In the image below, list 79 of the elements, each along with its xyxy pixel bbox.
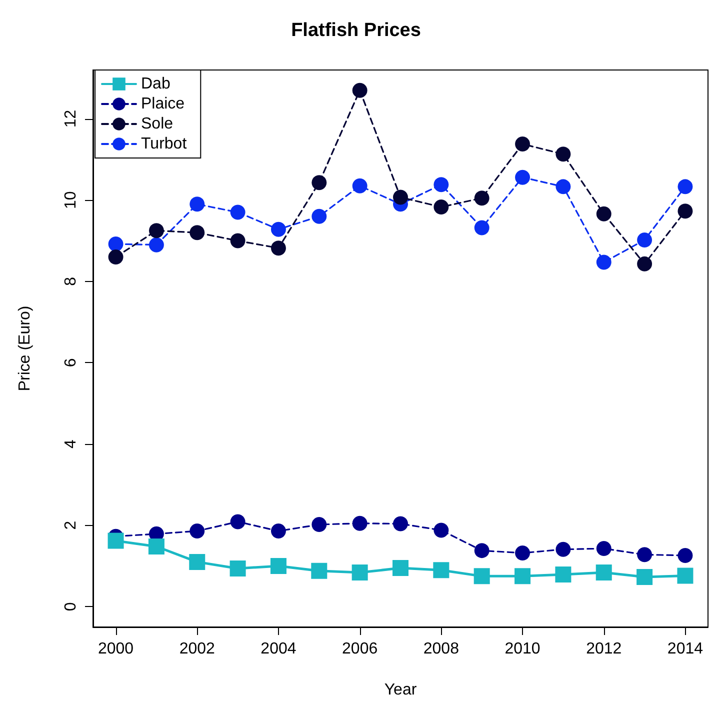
y-tick-label: 10 bbox=[62, 191, 80, 209]
point bbox=[352, 178, 368, 194]
x-tick-label: 2014 bbox=[667, 640, 704, 658]
point bbox=[230, 560, 246, 576]
x-tick-label: 2006 bbox=[342, 640, 378, 658]
point bbox=[474, 220, 490, 236]
point bbox=[108, 532, 124, 549]
point bbox=[148, 538, 164, 554]
y-tick-label: 2 bbox=[62, 520, 80, 530]
point bbox=[352, 516, 368, 531]
point bbox=[392, 560, 408, 576]
y-tick-label: 6 bbox=[62, 358, 80, 368]
point bbox=[555, 566, 572, 583]
point bbox=[270, 558, 286, 574]
legend-label: Plaice bbox=[141, 96, 185, 112]
point bbox=[636, 568, 653, 585]
y-tick-label: 4 bbox=[62, 439, 80, 448]
point bbox=[637, 232, 652, 248]
point bbox=[596, 254, 612, 270]
point bbox=[108, 236, 124, 252]
point bbox=[190, 225, 205, 240]
point bbox=[189, 554, 206, 570]
point bbox=[230, 233, 246, 248]
point bbox=[312, 175, 327, 190]
point bbox=[230, 204, 246, 220]
point bbox=[637, 256, 652, 272]
point bbox=[556, 542, 571, 557]
point bbox=[596, 564, 612, 581]
point bbox=[311, 562, 328, 579]
legend-label: Sole bbox=[141, 116, 174, 132]
chart-title: Flatfish Prices bbox=[291, 20, 421, 41]
point bbox=[270, 524, 286, 539]
point bbox=[515, 546, 530, 560]
point bbox=[637, 547, 652, 562]
point bbox=[556, 179, 571, 194]
point bbox=[190, 196, 205, 212]
point bbox=[556, 146, 571, 162]
point bbox=[393, 190, 408, 205]
point bbox=[230, 514, 246, 530]
point bbox=[148, 223, 164, 238]
x-tick-label: 2000 bbox=[98, 640, 134, 658]
point bbox=[515, 170, 530, 185]
x-axis-title: Year bbox=[384, 682, 418, 698]
legend-label: Turbot bbox=[141, 136, 188, 152]
y-tick-label: 12 bbox=[62, 110, 80, 128]
point bbox=[514, 568, 531, 584]
point bbox=[596, 206, 612, 222]
point bbox=[678, 179, 693, 194]
point bbox=[434, 522, 449, 538]
x-tick-label: 2002 bbox=[179, 640, 216, 658]
point bbox=[352, 564, 368, 581]
x-tick-label: 2004 bbox=[260, 640, 296, 658]
point bbox=[393, 516, 408, 532]
y-tick-label: 8 bbox=[62, 276, 80, 286]
x-tick-label: 2008 bbox=[423, 640, 460, 658]
point bbox=[474, 568, 490, 584]
point bbox=[474, 190, 490, 206]
point bbox=[677, 568, 694, 584]
point bbox=[434, 200, 449, 215]
point bbox=[678, 204, 693, 219]
x-tick-label: 2012 bbox=[586, 640, 622, 658]
point bbox=[596, 541, 612, 556]
point bbox=[515, 136, 530, 152]
point bbox=[190, 524, 205, 539]
x-tick-label: 2010 bbox=[504, 640, 540, 658]
point bbox=[434, 177, 449, 192]
point bbox=[148, 237, 164, 252]
point bbox=[270, 240, 286, 256]
point bbox=[312, 208, 327, 224]
point bbox=[352, 82, 368, 98]
point bbox=[312, 517, 327, 532]
point bbox=[108, 250, 124, 265]
point bbox=[474, 543, 490, 558]
point bbox=[270, 222, 286, 237]
y-axis-title: Price (Euro) bbox=[16, 306, 34, 392]
y-tick-label: 0 bbox=[62, 602, 80, 612]
legend-label: Dab bbox=[141, 76, 170, 92]
point bbox=[678, 548, 693, 563]
point bbox=[433, 562, 450, 578]
